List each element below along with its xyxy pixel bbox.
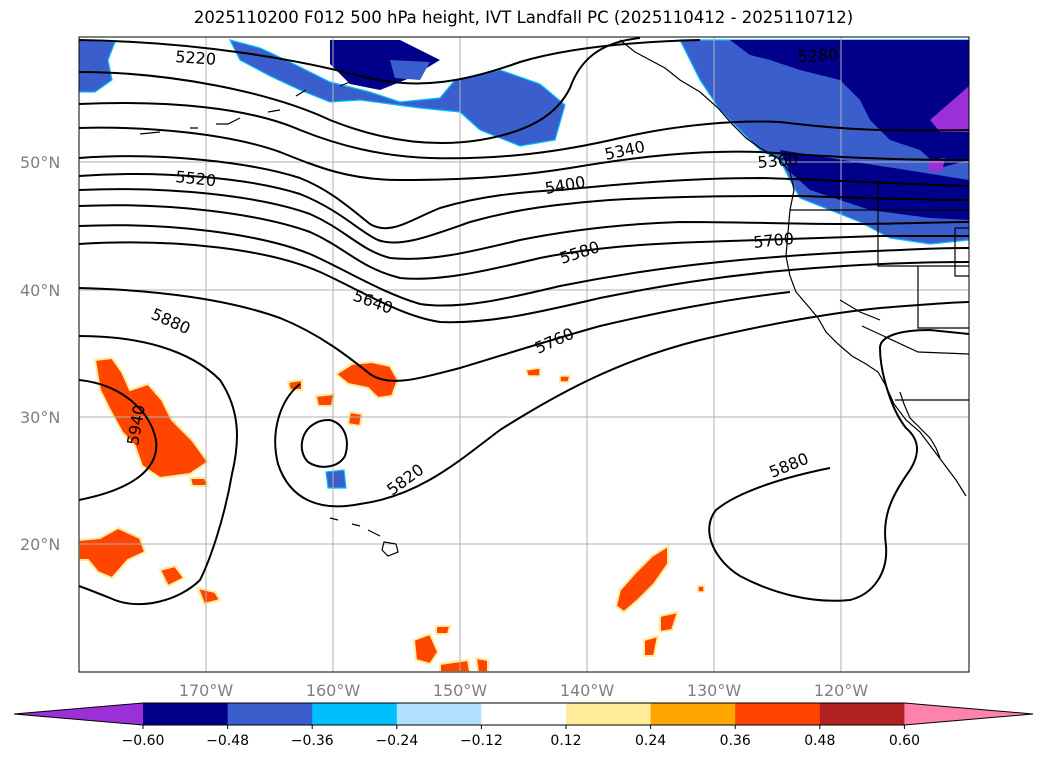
map-frame [78, 36, 970, 673]
colorbar-tick-label: −0.36 [291, 733, 334, 749]
coastlines [139, 39, 969, 497]
colorbar-tick-label: −0.48 [206, 733, 249, 749]
contour-label: 5700 [752, 229, 794, 252]
contour-label: 5360 [757, 150, 799, 172]
longitude-labels: 170°W 160°W 150°W 140°W 130°W 120°W [179, 681, 869, 700]
colorbar-tick-label: 0.60 [889, 733, 920, 749]
colorbar-segment [396, 703, 482, 725]
colorbar-segment [481, 703, 567, 725]
lat-label: 50°N [20, 153, 60, 172]
colorbar-segment [566, 703, 652, 725]
colorbar-tick-label: −0.12 [460, 733, 503, 749]
colorbar-segment [143, 703, 229, 725]
colorbar-tick-label: 0.36 [720, 733, 751, 749]
hawaii-islands [329, 517, 399, 557]
colorbar-segment [227, 703, 313, 725]
lon-label: 170°W [179, 681, 234, 700]
colorbar: −0.60 −0.48 −0.36 −0.24 −0.12 0.12 0.24 0.36 0.4… [13, 702, 1034, 749]
contour-label: 5220 [175, 47, 217, 69]
colorbar-segment [819, 703, 905, 725]
positive-anomaly-shading [79, 356, 705, 672]
colorbar-tick-label: −0.60 [122, 733, 165, 749]
contour-label: 5520 [175, 167, 217, 190]
colorbar-segment [650, 703, 736, 725]
colorbar-tick-label: 0.48 [804, 733, 835, 749]
negative-anomaly-shading [79, 39, 969, 489]
map-title: 2025110200 F012 500 hPa height, IVT Land… [193, 8, 854, 27]
lat-label: 40°N [20, 281, 60, 300]
colorbar-tick-label: 0.24 [635, 733, 666, 749]
lon-label: 150°W [433, 681, 488, 700]
latitude-labels: 50°N 40°N 30°N 20°N [20, 153, 60, 554]
colorbar-extend-high [904, 703, 1033, 725]
height-contours [79, 37, 969, 606]
lat-label: 20°N [20, 535, 60, 554]
colorbar-tick-label: −0.24 [375, 733, 418, 749]
lat-label: 30°N [20, 408, 60, 427]
lon-label: 120°W [814, 681, 869, 700]
lon-label: 130°W [687, 681, 742, 700]
lon-label: 140°W [560, 681, 615, 700]
contour-label: 5280 [797, 45, 839, 66]
colorbar-extend-low [14, 703, 143, 725]
colorbar-segment [735, 703, 821, 725]
colorbar-tick-label: 0.12 [550, 733, 581, 749]
colorbar-segment [312, 703, 398, 725]
lon-label: 160°W [306, 681, 361, 700]
